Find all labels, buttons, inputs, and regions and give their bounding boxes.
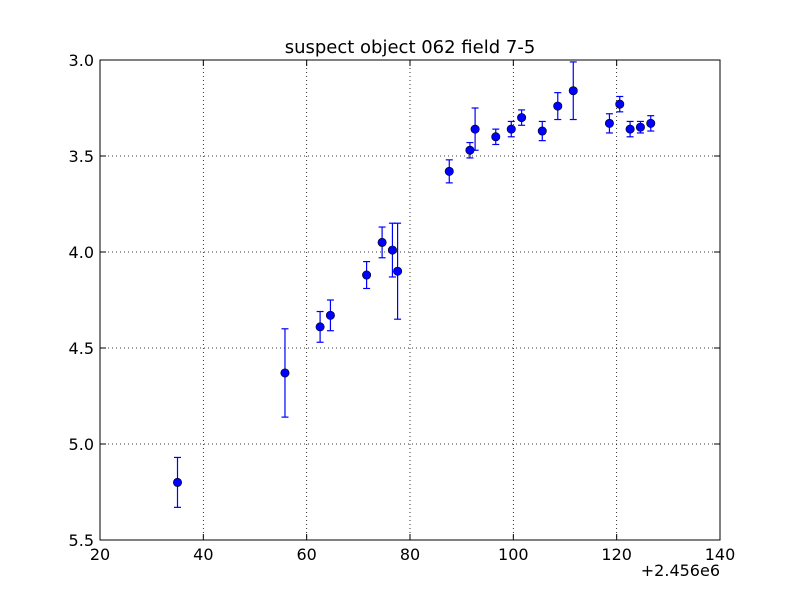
data-point [615, 99, 625, 109]
data-point [387, 245, 397, 255]
data-point [173, 477, 183, 487]
data-point [568, 86, 578, 96]
data-point [646, 118, 656, 128]
data-point [604, 118, 614, 128]
data-point [635, 122, 645, 132]
x-tick-label: 100 [498, 545, 529, 564]
x-tick-label: 120 [601, 545, 632, 564]
grid-lines [100, 60, 720, 540]
x-tick-label: 20 [90, 545, 110, 564]
data-point [625, 124, 635, 134]
data-point [362, 270, 372, 280]
y-tick-label: 4.5 [69, 339, 94, 358]
y-tick-label: 3.0 [69, 51, 94, 70]
tick-labels: 20 40 60 80 100 120 140 3.0 3.5 4.0 4.5 5.0 5.5 [69, 51, 736, 564]
x-tick-label: 40 [193, 545, 213, 564]
x-tick-label: 140 [705, 545, 736, 564]
data-point [491, 132, 501, 142]
y-tick-label: 5.5 [69, 531, 94, 550]
x-tick-label: 80 [400, 545, 420, 564]
data-point [444, 166, 454, 176]
data-point [553, 101, 563, 111]
x-axis-offset-label: +2.456e6 [641, 561, 720, 580]
y-tick-label: 4.0 [69, 243, 94, 262]
data-point [470, 124, 480, 134]
data-point [537, 126, 547, 136]
data-point [325, 310, 335, 320]
data-point [315, 322, 325, 332]
data-point [377, 237, 387, 247]
data-point [517, 113, 527, 123]
y-tick-label: 3.5 [69, 147, 94, 166]
axis-ticks [99, 59, 721, 541]
data-point [506, 124, 516, 134]
data-point [465, 145, 475, 155]
data-point [393, 266, 403, 276]
data-markers [173, 86, 656, 487]
y-tick-label: 5.0 [69, 435, 94, 454]
x-tick-label: 60 [296, 545, 316, 564]
data-point [280, 368, 290, 378]
chart-title: suspect object 062 field 7-5 [285, 37, 536, 58]
